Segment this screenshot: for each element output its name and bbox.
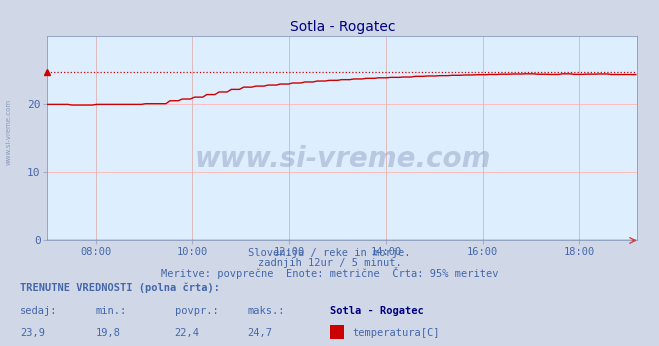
Text: 19,8: 19,8: [96, 328, 121, 338]
Text: www.si-vreme.com: www.si-vreme.com: [194, 145, 490, 173]
Text: min.:: min.:: [96, 306, 127, 316]
Text: Meritve: povprečne  Enote: metrične  Črta: 95% meritev: Meritve: povprečne Enote: metrične Črta:…: [161, 267, 498, 279]
Text: Sotla - Rogatec: Sotla - Rogatec: [330, 306, 423, 316]
Text: sedaj:: sedaj:: [20, 306, 57, 316]
Text: povpr.:: povpr.:: [175, 306, 218, 316]
Text: Slovenija / reke in morje.: Slovenija / reke in morje.: [248, 248, 411, 258]
Text: 24,7: 24,7: [247, 328, 272, 338]
Text: zadnjih 12ur / 5 minut.: zadnjih 12ur / 5 minut.: [258, 258, 401, 268]
Text: www.si-vreme.com: www.si-vreme.com: [5, 98, 11, 165]
Title: Sotla - Rogatec: Sotla - Rogatec: [289, 20, 395, 34]
Text: temperatura[C]: temperatura[C]: [352, 328, 440, 338]
Text: 22,4: 22,4: [175, 328, 200, 338]
Text: maks.:: maks.:: [247, 306, 285, 316]
Text: TRENUTNE VREDNOSTI (polna črta):: TRENUTNE VREDNOSTI (polna črta):: [20, 283, 219, 293]
Text: 23,9: 23,9: [20, 328, 45, 338]
